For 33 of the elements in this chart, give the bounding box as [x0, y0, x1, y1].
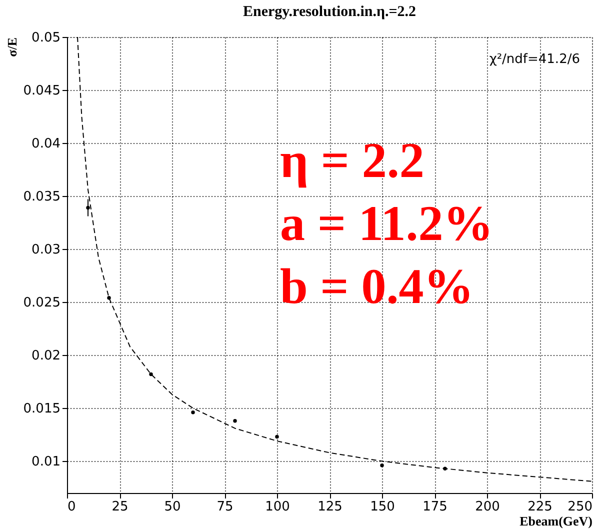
- x-tick-label: 0: [68, 500, 76, 514]
- x-tick-label: 75: [216, 500, 234, 514]
- x-tick-label: 50: [164, 500, 181, 514]
- chart-title: Energy.resolution.in.η.=2.2: [242, 4, 416, 20]
- y-tick-label: 0.03: [32, 242, 60, 258]
- x-tick-label: 100: [265, 500, 290, 514]
- x-tick-label: 150: [370, 500, 395, 514]
- y-tick-label: 0.05: [32, 30, 60, 46]
- point: [149, 372, 153, 376]
- annotation: a = 11.2%: [280, 195, 494, 251]
- annotation: η = 2.2: [280, 132, 424, 188]
- point: [233, 419, 237, 423]
- x-tick-label: 25: [112, 500, 128, 514]
- point: [275, 434, 279, 439]
- y-axis-title: σ/E: [4, 38, 20, 57]
- y-tick-label: 0.02: [32, 348, 60, 364]
- point: [107, 296, 111, 300]
- x-axis-title: Ebeam(GeV): [520, 514, 592, 528]
- y-tick-label: 0.035: [23, 190, 60, 205]
- annotation: χ²/ndf=41.2/6: [489, 52, 580, 67]
- y-tick-label: 0.04: [32, 136, 60, 152]
- y-tick-label: 0.045: [23, 84, 60, 99]
- y-tick-label: 0.015: [23, 402, 60, 417]
- x-tick-label: 250: [568, 500, 592, 514]
- y-tick-label: 0.025: [23, 296, 60, 311]
- x-tick-label: 225: [528, 500, 552, 514]
- point: [380, 464, 384, 468]
- point: [191, 410, 195, 414]
- x-tick-label: 125: [318, 500, 342, 514]
- annotation: b = 0.4%: [280, 258, 474, 314]
- x-tick-label: 175: [422, 500, 448, 514]
- y-tick-label: 0.01: [32, 454, 60, 470]
- x-tick-label: 200: [475, 500, 500, 514]
